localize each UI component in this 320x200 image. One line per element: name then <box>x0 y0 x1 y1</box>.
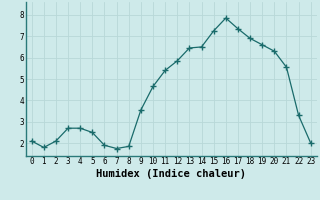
X-axis label: Humidex (Indice chaleur): Humidex (Indice chaleur) <box>96 169 246 179</box>
